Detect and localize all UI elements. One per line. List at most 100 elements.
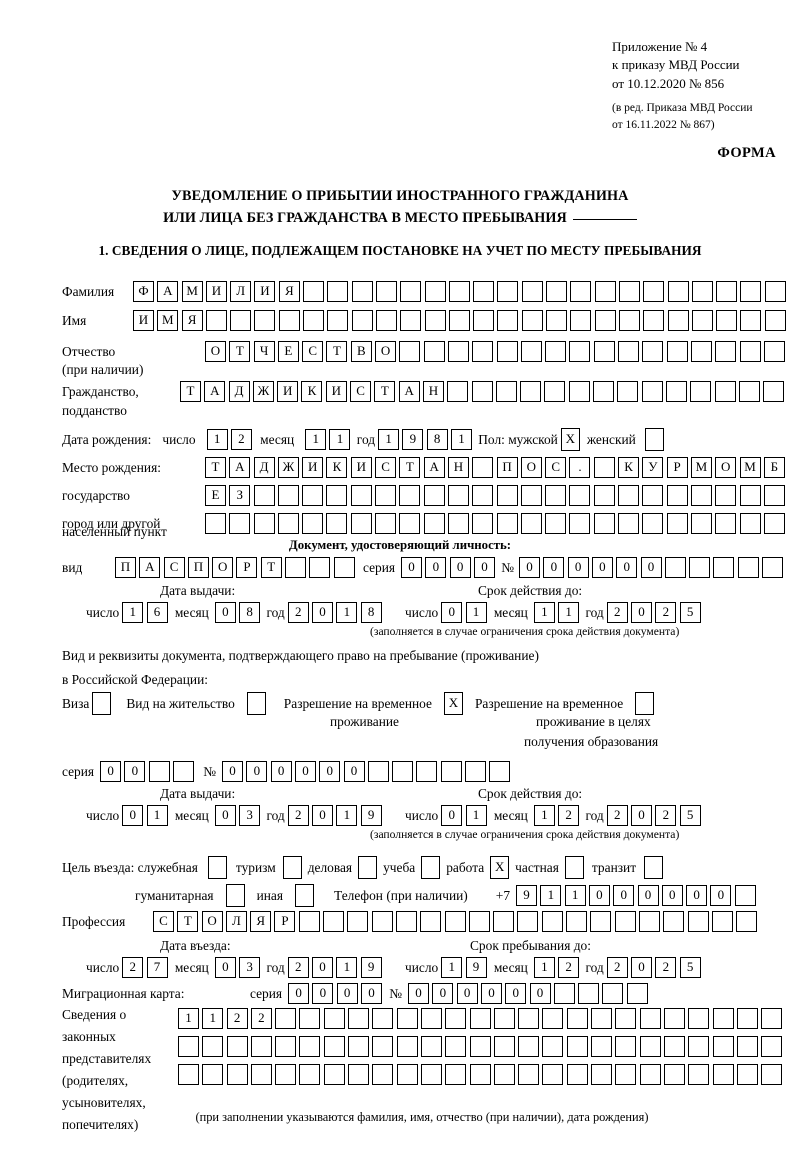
purpose-official-checkbox[interactable] bbox=[207, 856, 227, 879]
char-box[interactable] bbox=[638, 911, 660, 932]
char-box[interactable]: 2 bbox=[558, 805, 580, 826]
char-box[interactable] bbox=[591, 1036, 613, 1057]
char-box[interactable]: 0 bbox=[473, 557, 495, 578]
char-box[interactable] bbox=[618, 310, 640, 331]
char-box[interactable] bbox=[521, 281, 543, 302]
legal-rep-input-3[interactable] bbox=[178, 1064, 785, 1085]
char-box[interactable]: С bbox=[350, 381, 372, 402]
char-box[interactable] bbox=[372, 1064, 394, 1085]
char-box[interactable]: Я bbox=[250, 911, 272, 932]
char-box[interactable] bbox=[761, 1064, 783, 1085]
char-box[interactable] bbox=[445, 1008, 467, 1029]
char-box[interactable] bbox=[614, 911, 636, 932]
char-box[interactable] bbox=[545, 513, 567, 534]
char-box[interactable]: М bbox=[739, 457, 761, 478]
char-box[interactable]: 0 bbox=[529, 983, 551, 1004]
char-box[interactable] bbox=[542, 1036, 564, 1057]
char-box[interactable] bbox=[716, 310, 738, 331]
char-box[interactable] bbox=[626, 983, 648, 1004]
char-box[interactable]: 0 bbox=[640, 557, 662, 578]
char-box[interactable] bbox=[593, 513, 615, 534]
char-box[interactable]: 1 bbox=[558, 602, 580, 623]
char-box[interactable]: 1 bbox=[540, 885, 562, 906]
char-box[interactable]: 3 bbox=[239, 957, 261, 978]
char-box[interactable]: 1 bbox=[336, 805, 358, 826]
char-box[interactable] bbox=[202, 1064, 224, 1085]
char-box[interactable] bbox=[740, 281, 762, 302]
char-box[interactable]: 1 bbox=[564, 885, 586, 906]
char-box[interactable] bbox=[250, 1036, 272, 1057]
char-box[interactable]: В bbox=[350, 341, 372, 362]
char-box[interactable] bbox=[520, 513, 542, 534]
char-box[interactable]: 2 bbox=[655, 602, 677, 623]
char-box[interactable]: 0 bbox=[294, 761, 316, 782]
temp-residence-checkbox[interactable]: X bbox=[443, 692, 463, 715]
char-box[interactable]: 9 bbox=[360, 957, 382, 978]
char-box[interactable] bbox=[643, 281, 665, 302]
char-box[interactable] bbox=[395, 911, 417, 932]
char-box[interactable]: 9 bbox=[516, 885, 538, 906]
char-box[interactable] bbox=[275, 1036, 297, 1057]
char-box[interactable]: 8 bbox=[360, 602, 382, 623]
char-box[interactable]: К bbox=[618, 457, 640, 478]
char-box[interactable] bbox=[712, 1064, 734, 1085]
char-box[interactable]: 0 bbox=[456, 983, 478, 1004]
char-box[interactable] bbox=[372, 1008, 394, 1029]
char-box[interactable]: 0 bbox=[519, 557, 541, 578]
char-box[interactable]: 2 bbox=[558, 957, 580, 978]
char-box[interactable] bbox=[518, 1008, 540, 1029]
char-box[interactable]: И bbox=[350, 457, 372, 478]
char-box[interactable]: А bbox=[139, 557, 161, 578]
char-box[interactable] bbox=[303, 310, 325, 331]
char-box[interactable] bbox=[602, 983, 624, 1004]
char-box[interactable] bbox=[542, 1064, 564, 1085]
char-box[interactable]: 0 bbox=[122, 805, 144, 826]
char-box[interactable]: Д bbox=[253, 457, 275, 478]
char-box[interactable] bbox=[738, 381, 760, 402]
purpose-humanitarian-checkbox[interactable] bbox=[225, 884, 245, 907]
char-box[interactable]: 0 bbox=[246, 761, 268, 782]
char-box[interactable] bbox=[347, 911, 369, 932]
char-box[interactable] bbox=[740, 310, 762, 331]
char-box[interactable]: 1 bbox=[441, 957, 463, 978]
char-box[interactable]: Ч bbox=[253, 341, 275, 362]
char-box[interactable] bbox=[687, 911, 709, 932]
char-box[interactable]: А bbox=[204, 381, 226, 402]
char-box[interactable] bbox=[420, 1036, 442, 1057]
char-box[interactable]: 5 bbox=[679, 805, 701, 826]
char-box[interactable]: 0 bbox=[312, 602, 334, 623]
char-box[interactable] bbox=[327, 310, 349, 331]
char-box[interactable]: 1 bbox=[533, 805, 555, 826]
char-box[interactable] bbox=[690, 513, 712, 534]
char-box[interactable]: Р bbox=[236, 557, 258, 578]
char-box[interactable] bbox=[372, 1036, 394, 1057]
char-box[interactable]: 0 bbox=[222, 761, 244, 782]
char-box[interactable] bbox=[472, 485, 494, 506]
char-box[interactable] bbox=[472, 341, 494, 362]
char-box[interactable]: 0 bbox=[312, 983, 334, 1004]
char-box[interactable]: 0 bbox=[686, 885, 708, 906]
char-box[interactable] bbox=[277, 485, 299, 506]
char-box[interactable] bbox=[367, 761, 389, 782]
char-box[interactable] bbox=[489, 761, 511, 782]
char-box[interactable]: 9 bbox=[360, 805, 382, 826]
char-box[interactable] bbox=[578, 983, 600, 1004]
char-box[interactable]: 1 bbox=[206, 429, 228, 450]
char-box[interactable] bbox=[736, 1036, 758, 1057]
char-box[interactable]: 0 bbox=[591, 557, 613, 578]
char-box[interactable] bbox=[764, 310, 786, 331]
char-box[interactable]: 0 bbox=[449, 557, 471, 578]
char-box[interactable]: Т bbox=[180, 381, 201, 402]
char-box[interactable]: 1 bbox=[465, 805, 487, 826]
char-box[interactable]: 1 bbox=[336, 957, 358, 978]
char-box[interactable] bbox=[569, 341, 591, 362]
char-box[interactable] bbox=[250, 1064, 272, 1085]
